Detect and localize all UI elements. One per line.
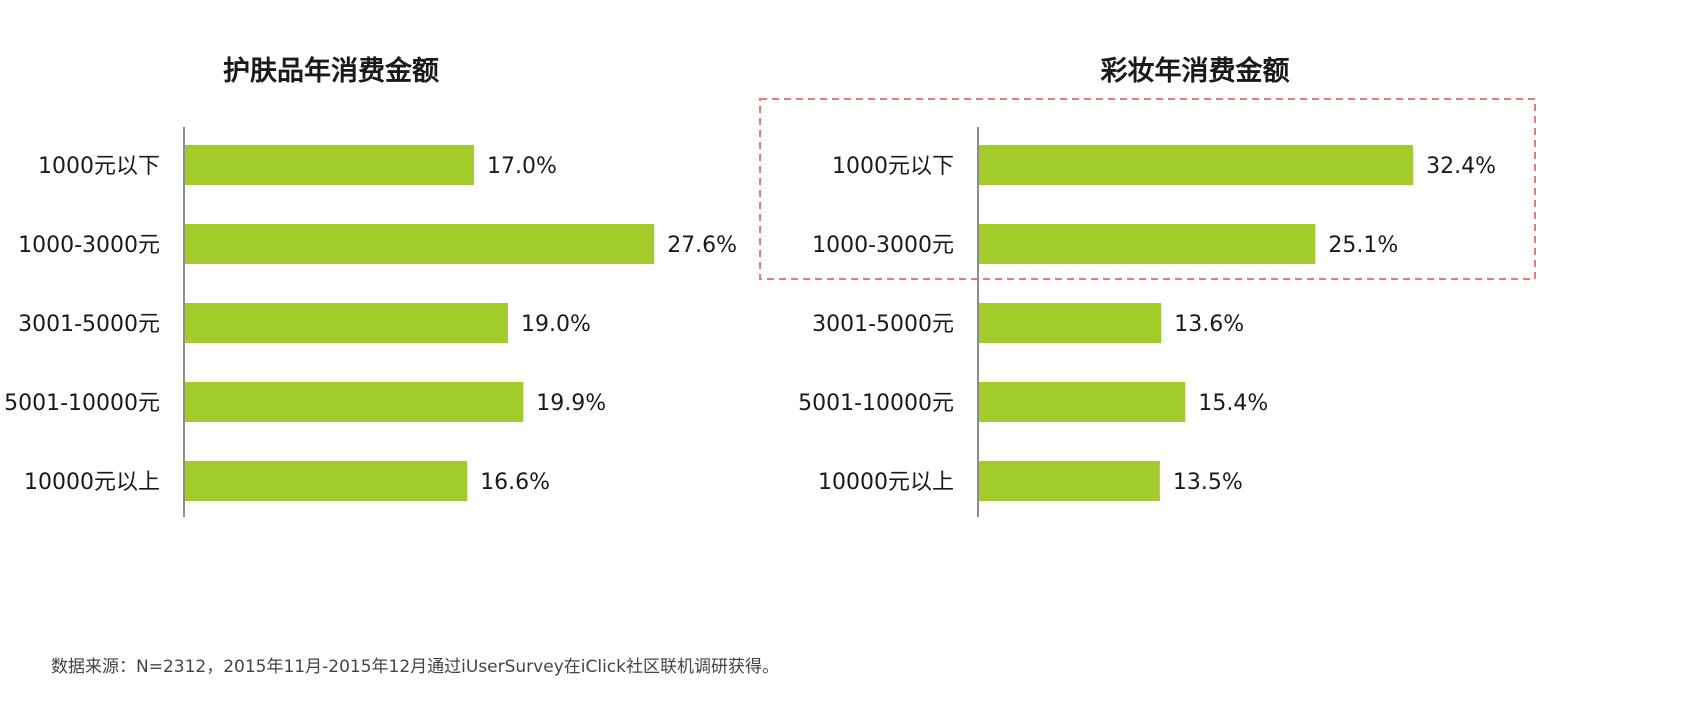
bar <box>979 461 1160 501</box>
category-label: 1000-3000元 <box>812 233 954 258</box>
bar <box>979 145 1414 185</box>
category-label: 1000-3000元 <box>18 233 160 258</box>
bar <box>979 382 1186 422</box>
bar <box>185 461 468 501</box>
category-label: 5001-10000元 <box>4 391 160 416</box>
category-label: 10000元以上 <box>818 470 954 495</box>
category-label: 3001-5000元 <box>18 312 160 337</box>
value-label: 17.0% <box>487 154 557 179</box>
chart-panel-1: 护肤品年消费金额 1000元以下 17.0% 1000-3000元 27.6% 3001-… <box>4 55 737 517</box>
value-label: 19.9% <box>536 391 606 416</box>
value-label: 32.4% <box>1426 154 1496 179</box>
value-label: 15.4% <box>1198 391 1268 416</box>
bar <box>185 303 508 343</box>
value-label: 13.5% <box>1173 470 1243 495</box>
bar <box>185 382 524 422</box>
category-label: 10000元以上 <box>24 470 160 495</box>
bar <box>979 303 1162 343</box>
chart-title: 彩妆年消费金额 <box>1101 55 1290 87</box>
category-label: 1000元以下 <box>832 154 954 179</box>
bar <box>979 224 1316 264</box>
highlight-box <box>759 98 1536 280</box>
value-label: 19.0% <box>521 312 591 337</box>
chart-title: 护肤品年消费金额 <box>223 55 439 87</box>
value-label: 16.6% <box>480 470 550 495</box>
category-label: 3001-5000元 <box>812 312 954 337</box>
chart-panel-2: 彩妆年消费金额 1000元以下 32.4% 1000-3000元 25.1% 3001-5… <box>759 55 1536 517</box>
bar <box>185 224 655 264</box>
category-label: 1000元以下 <box>38 154 160 179</box>
source-note: 数据来源：N=2312，2015年11月-2015年12月通过iUserSurv… <box>51 657 779 677</box>
category-label: 5001-10000元 <box>798 391 954 416</box>
value-label: 13.6% <box>1174 312 1244 337</box>
value-label: 25.1% <box>1328 233 1398 258</box>
bar <box>185 145 474 185</box>
value-label: 27.6% <box>667 233 737 258</box>
